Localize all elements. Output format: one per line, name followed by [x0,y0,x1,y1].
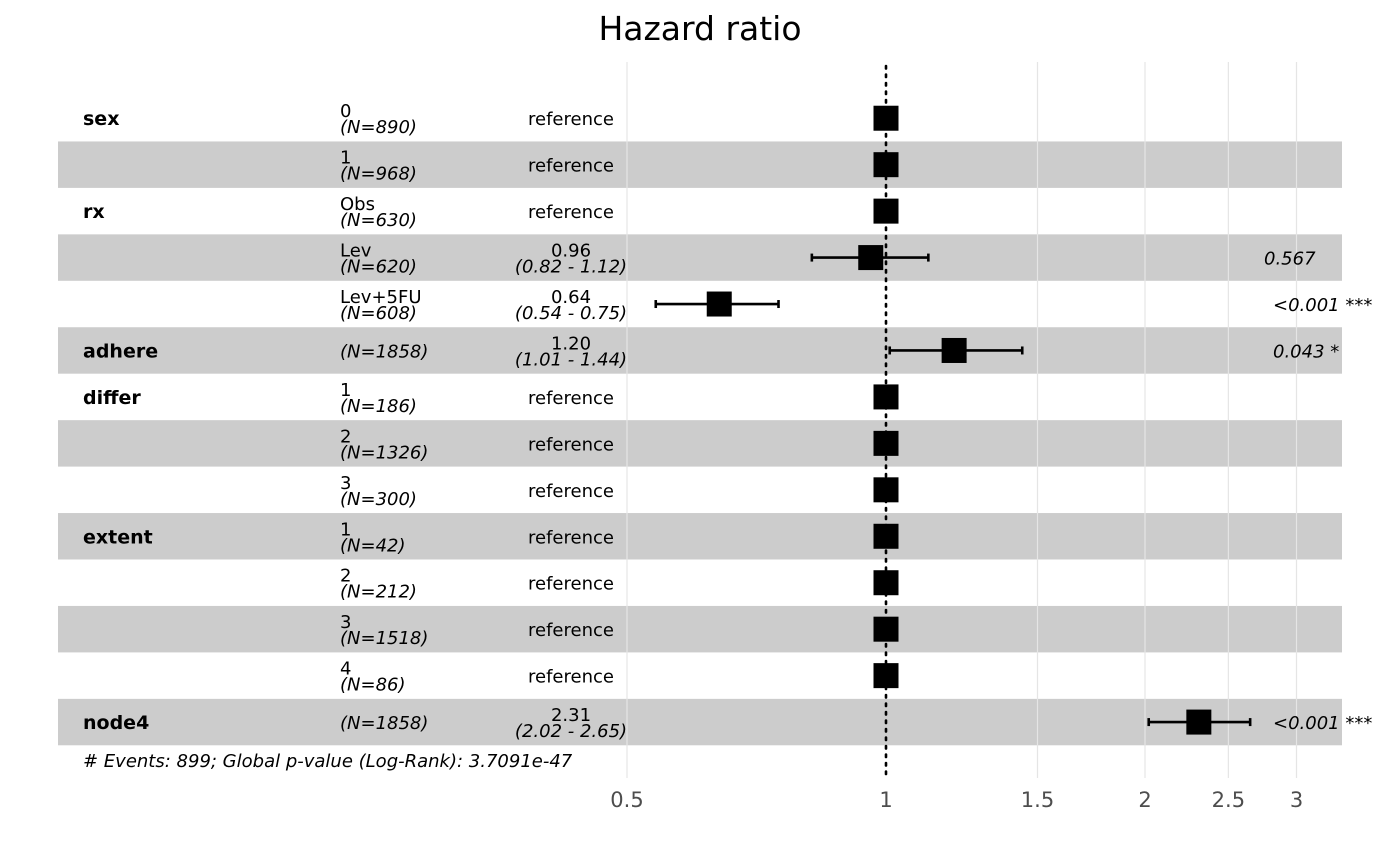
n-label: (N=890) [340,117,417,138]
estimate-point [873,616,899,642]
estimate-point [873,152,899,178]
level-label: 2 [340,426,351,447]
estimate-label: reference [528,434,614,455]
level-label: 2 [340,566,351,587]
n-label: (N=300) [340,489,417,510]
n-label: (N=1326) [340,442,428,463]
level-label: Obs [340,194,375,215]
estimate-label: reference [528,620,614,641]
estimate-point [858,245,884,271]
row-band [58,420,1342,467]
n-label: (N=86) [340,675,406,696]
level-label: Lev+5FU [340,287,422,308]
estimate-point [1186,709,1212,735]
level-label: 1 [340,148,351,169]
n-label: (N=1518) [340,628,428,649]
estimate-point [873,198,899,224]
footnote: # Events: 899; Global p-value (Log-Rank)… [83,751,573,772]
level-label: Lev [340,241,372,262]
estimate-label: reference [528,156,614,177]
estimate-label: 0.64 [551,287,591,308]
x-tick-label: 2 [1138,788,1151,812]
variable-label: sex [83,108,119,130]
estimate-label: 2.31 [551,705,591,726]
p-value-label: 0.043 * [1273,341,1339,362]
n-label: (N=630) [340,210,417,231]
row-band [58,327,1342,374]
variable-label: rx [83,201,105,223]
level-label: 1 [340,519,351,540]
variable-label: extent [83,526,153,548]
row-band [58,698,1342,746]
estimate-label: 1.20 [551,333,591,354]
estimate-point [873,105,899,131]
row-band [58,234,1342,281]
x-tick-label: 1 [879,788,892,812]
x-tick-label: 3 [1290,788,1303,812]
x-tick-label: 0.5 [610,788,643,812]
p-value-label: <0.001 *** [1273,713,1372,734]
estimate-label: reference [528,202,614,223]
n-label: (N=620) [340,257,417,278]
n-label: (N=186) [340,396,417,417]
row-band [58,513,1342,560]
chart-title: Hazard ratio [598,9,801,48]
estimate-point [873,570,899,596]
variable-label: differ [83,387,141,409]
variable-label: adhere [83,340,158,362]
p-value-label: <0.001 *** [1273,295,1372,316]
row-band [58,605,1342,653]
ci-label: (0.82 - 1.12) [515,257,627,278]
x-tick-labels: 0.5 1 1.5 2 2.5 3 [610,788,1303,812]
level-label: 3 [340,612,351,633]
estimate-label: reference [528,481,614,502]
estimate-point [873,430,899,456]
estimate-label: reference [528,667,614,688]
estimate-label: reference [528,527,614,548]
x-tick-label: 1.5 [1021,788,1054,812]
estimate-label: reference [528,109,614,130]
n-label: (N=1858) [340,713,428,734]
estimate-label: 0.96 [551,241,591,262]
estimate-point [873,523,899,549]
n-label: (N=968) [340,164,417,185]
n-label: (N=42) [340,535,406,556]
estimate-point [873,384,899,410]
level-label: 4 [340,659,351,680]
estimate-point [873,477,899,503]
ci-label: (1.01 - 1.44) [515,349,627,370]
p-value-label: 0.567 [1264,249,1316,270]
ci-label: (0.54 - 0.75) [515,303,627,324]
x-gridlines [626,62,1298,778]
row-band [58,141,1342,188]
n-label: (N=608) [340,303,417,324]
n-label: (N=1858) [340,341,428,362]
ci-label: (2.02 - 2.65) [515,721,627,742]
estimate-marks [654,105,1252,735]
level-label: 3 [340,473,351,494]
variable-label: node4 [83,712,149,734]
x-tick-label: 2.5 [1212,788,1245,812]
estimate-point [706,291,732,317]
level-label: 0 [340,101,351,122]
n-label: (N=212) [340,582,417,603]
level-label: 1 [340,380,351,401]
estimate-label: reference [528,574,614,595]
estimate-label: reference [528,388,614,409]
row-bands [58,141,1342,746]
estimate-point [941,337,967,363]
estimate-point [873,663,899,689]
